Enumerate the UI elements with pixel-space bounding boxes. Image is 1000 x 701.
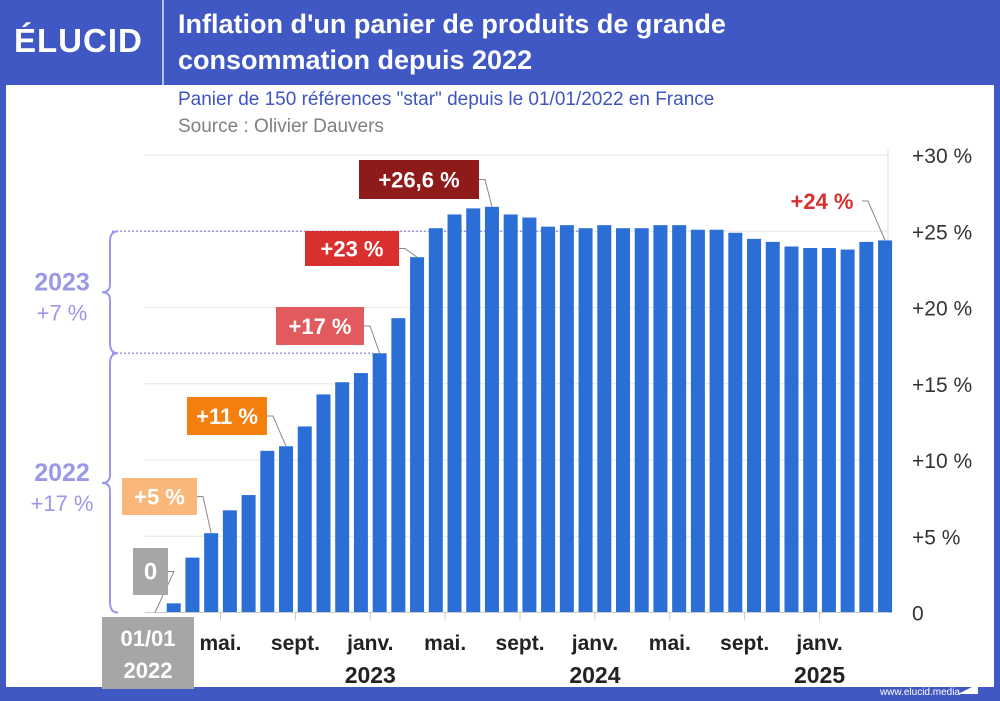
bar-2022-12	[353, 373, 368, 613]
start-date-box	[102, 617, 194, 689]
x-tick-year: 2022	[124, 658, 173, 683]
annotation-box	[305, 231, 399, 266]
bar-2023-10	[541, 226, 556, 613]
x-tick-year: 2023	[345, 662, 396, 688]
y-tick-label: 0	[912, 603, 924, 626]
bar-2022-02	[166, 603, 181, 613]
bar-2025-02	[840, 249, 855, 613]
chart-title: Inflation d'un panier de produits de gra…	[178, 6, 978, 78]
bar-2022-11	[335, 382, 350, 613]
bar-2023-07	[484, 206, 499, 613]
bar-2024-06	[690, 229, 705, 613]
elucid-arrow-icon	[958, 684, 978, 694]
x-tick-year: 2025	[794, 662, 845, 688]
bar-2022-07	[260, 450, 275, 613]
chart-subtitle: Panier de 150 références "star" depuis l…	[178, 89, 715, 110]
annotation-label: 0	[144, 559, 157, 586]
bar-2024-09	[747, 238, 762, 613]
annotation-label: +23 %	[321, 237, 384, 262]
bar-2023-04	[428, 228, 443, 613]
bracket-year: 2022	[34, 459, 90, 487]
annotation-box	[187, 397, 267, 435]
title-line-1: Inflation d'un panier de produits de gra…	[178, 9, 726, 39]
bar-2022-06	[241, 495, 256, 613]
annotation-label: +26,6 %	[378, 168, 459, 193]
annotation-leader	[267, 415, 287, 447]
header-divider	[162, 0, 164, 85]
y-tick-label: +15 %	[912, 374, 972, 397]
y-tick-label: +20 %	[912, 298, 972, 321]
x-tick-label: sept.	[496, 632, 545, 655]
title-line-2: consommation depuis 2022	[178, 45, 533, 75]
bar-2024-10	[765, 241, 780, 613]
annotation-label: +17 %	[289, 314, 352, 339]
x-tick-label: mai.	[649, 632, 691, 655]
x-tick-year: 2024	[569, 662, 620, 688]
bar-2022-04	[204, 533, 219, 613]
annotation-leader	[154, 571, 175, 613]
bracket-year: 2023	[34, 268, 90, 296]
annotation-label: +5 %	[134, 485, 185, 510]
x-tick-label: mai.	[200, 632, 242, 655]
chart-source: Source : Olivier Dauvers	[178, 116, 384, 137]
bar-2023-08	[503, 214, 518, 613]
y-tick-label: +25 %	[912, 221, 972, 244]
annotation-leader	[399, 248, 418, 258]
bar-2023-09	[522, 217, 537, 613]
bar-2023-05	[447, 214, 462, 613]
bar-2022-09	[297, 426, 312, 613]
annotation-leader	[364, 325, 381, 354]
bar-2023-06	[466, 208, 481, 613]
x-tick-label: 01/01	[120, 626, 175, 651]
bar-2024-01	[597, 225, 612, 613]
bar-2022-10	[316, 394, 331, 613]
bar-2023-12	[578, 228, 593, 613]
annotation-box	[122, 478, 197, 515]
x-tick-label: sept.	[720, 632, 769, 655]
bar-2023-03	[410, 257, 425, 613]
elucid-logo: ÉLUCID	[14, 22, 143, 59]
annotation-leader	[479, 179, 493, 207]
x-tick-label: janv.	[346, 632, 393, 655]
x-tick-label: mai.	[424, 632, 466, 655]
annotation-leader	[197, 496, 212, 534]
bracket-change: +17 %	[31, 491, 94, 516]
annotation-box	[133, 548, 168, 595]
x-tick-label: sept.	[271, 632, 320, 655]
annotation-label: +11 %	[196, 404, 258, 429]
bar-2024-04	[653, 225, 668, 613]
bar-2022-08	[279, 446, 294, 613]
bar-2024-12	[803, 248, 818, 613]
bar-2025-03	[859, 241, 874, 613]
y-tick-label: +30 %	[912, 145, 972, 168]
annotation-box	[359, 160, 479, 199]
footer-url[interactable]: www.elucid.media	[879, 687, 960, 698]
bar-2022-05	[222, 510, 237, 613]
bar-2024-11	[784, 246, 799, 613]
bracket-change: +7 %	[37, 300, 88, 325]
bar-2024-03	[634, 228, 649, 613]
bracket-2023	[101, 230, 119, 355]
bar-2024-02	[616, 228, 630, 613]
y-tick-label: +10 %	[912, 450, 972, 473]
bar-2025-04	[878, 240, 893, 613]
bar-2025-01	[821, 248, 836, 613]
x-tick-label: janv.	[571, 632, 618, 655]
bracket-2022	[101, 352, 119, 614]
bar-2023-02	[391, 318, 406, 613]
bar-2024-05	[672, 225, 687, 613]
bar-2023-01	[372, 353, 387, 613]
annotation-box	[276, 307, 364, 345]
y-tick-label: +5 %	[912, 526, 960, 549]
bar-2022-03	[185, 557, 200, 613]
header: ÉLUCID Inflation d'un panier de produits…	[0, 0, 1000, 85]
bar-2024-07	[709, 229, 724, 613]
annotation-leader	[862, 200, 886, 241]
bar-2024-08	[728, 232, 743, 613]
x-tick-label: janv.	[795, 632, 842, 655]
annotation-label: +24 %	[791, 189, 854, 214]
bar-2023-11	[559, 225, 574, 613]
